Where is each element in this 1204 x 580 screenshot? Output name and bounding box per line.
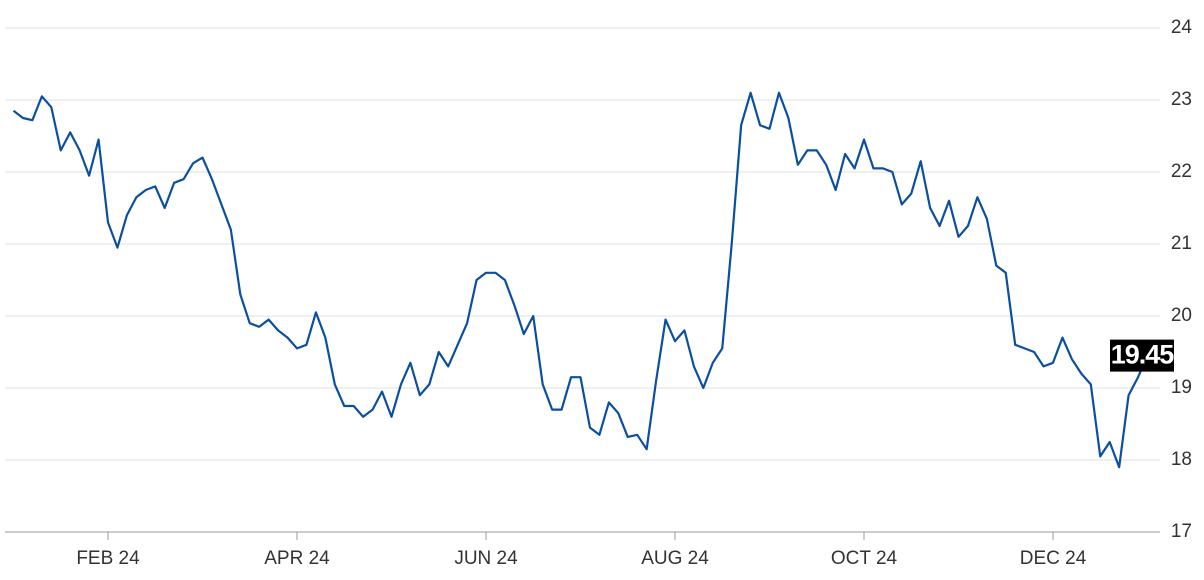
y-tick-label: 22: [1171, 161, 1192, 182]
x-tick-label: JUN 24: [454, 548, 518, 569]
y-tick-label: 18: [1171, 449, 1192, 470]
x-tick-label: DEC 24: [1020, 548, 1087, 569]
x-tick-label: AUG 24: [641, 548, 709, 569]
y-tick-label: 17: [1171, 521, 1192, 542]
y-tick-label: 21: [1171, 233, 1192, 254]
x-tick-label: APR 24: [264, 548, 330, 569]
x-tick-label: OCT 24: [831, 548, 898, 569]
y-tick-label: 20: [1171, 305, 1192, 326]
x-tick-label: FEB 24: [76, 548, 140, 569]
last-value-box: [1110, 339, 1174, 372]
y-tick-label: 24: [1171, 17, 1193, 38]
last-value-label: 19.45: [1111, 340, 1175, 370]
y-tick-label: 23: [1171, 89, 1192, 110]
y-tick-label: 19: [1171, 377, 1192, 398]
price-line: [12, 91, 1149, 469]
